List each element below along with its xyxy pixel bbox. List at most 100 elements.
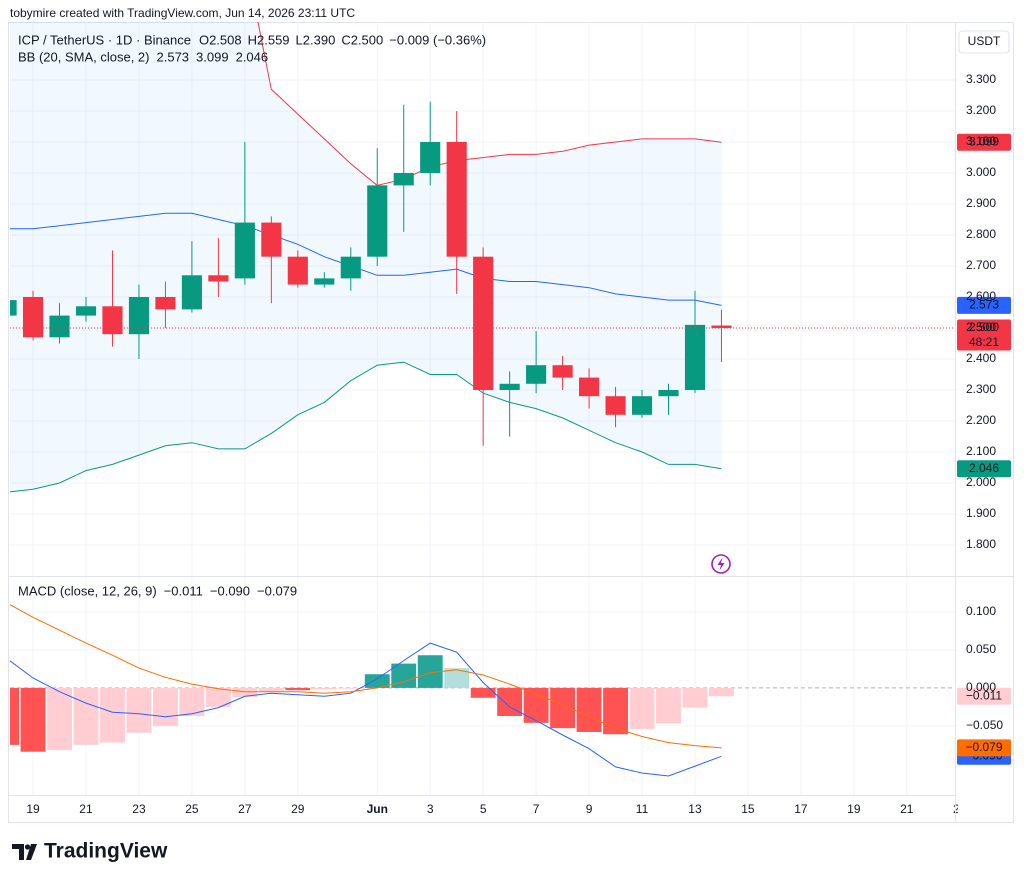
- histogram-bar: [523, 687, 549, 723]
- countdown: 48:21: [969, 335, 999, 349]
- candle-body: [340, 256, 361, 279]
- histogram-bar: [10, 687, 20, 745]
- candle-body: [367, 185, 388, 257]
- x-tick-label: 7: [533, 802, 540, 816]
- x-tick-label: 29: [291, 802, 305, 816]
- price-badge: [957, 296, 1011, 314]
- indicator-value: 3.099: [196, 49, 229, 64]
- histogram-bar: [205, 687, 231, 707]
- x-tick-label: 3: [427, 802, 434, 816]
- candle-body: [102, 306, 123, 335]
- y-tick-label: 2.200: [966, 413, 996, 427]
- price-badge: [957, 460, 1011, 478]
- y-tick-label: 3.200: [966, 103, 996, 117]
- candle-body: [684, 324, 706, 390]
- y-tick-label: 2.300: [966, 382, 996, 396]
- x-tick-label: Jun: [367, 802, 388, 816]
- price-badge-label: 2.046: [969, 461, 999, 475]
- legend-value: 2.390: [303, 32, 336, 47]
- bollinger-band: [257, 22, 722, 186]
- legend-value: 2.508: [209, 32, 242, 47]
- y-tick-label: 2.600: [966, 289, 996, 303]
- histogram-bar: [709, 687, 734, 697]
- histogram-bar: [338, 687, 364, 689]
- x-tick-label: 19: [26, 802, 40, 816]
- candle-body: [22, 296, 44, 338]
- histogram-bar: [152, 687, 178, 726]
- legend-key: H: [248, 32, 257, 47]
- x-tick-label: 19: [847, 802, 861, 816]
- candle-body: [234, 222, 255, 279]
- histogram-bar: [73, 687, 99, 745]
- candle-body: [393, 172, 414, 186]
- candle-body: [499, 383, 520, 390]
- histogram-bar: [20, 687, 46, 752]
- candle-body: [420, 141, 441, 173]
- x-tick-label: 13: [688, 802, 702, 816]
- macd-pane: [10, 577, 955, 795]
- indicator-value: −0.079: [257, 583, 297, 598]
- x-tick-label: 27: [238, 802, 252, 816]
- price-badge-label: 2.500: [969, 320, 999, 334]
- legend-value: 2.500: [351, 32, 384, 47]
- y-tick-label: 2.100: [966, 444, 996, 458]
- price-badge: [957, 319, 1011, 351]
- bollinger-band: [10, 361, 722, 493]
- indicator-value: −0.090: [210, 583, 250, 598]
- price-badge-label: −0.011: [966, 688, 1002, 702]
- legend-title: ICP / TetherUS · 1D · Binance: [18, 32, 191, 47]
- candle-body: [49, 315, 70, 338]
- y-tick-label: 2.900: [966, 196, 996, 210]
- price-badge: [957, 687, 1011, 705]
- x-tick-label: 9: [586, 802, 593, 816]
- candle-body: [181, 275, 202, 310]
- candle-body: [526, 365, 547, 384]
- candle-body: [473, 256, 494, 390]
- x-tick-label: 25: [185, 802, 199, 816]
- candle-body: [711, 325, 732, 328]
- macd-line: [10, 642, 722, 777]
- histogram-bar: [364, 674, 390, 688]
- candle-body: [631, 396, 653, 415]
- x-tick-label: 21: [79, 802, 93, 816]
- brand: TradingView: [44, 840, 168, 863]
- indicator-value: 2.573: [157, 49, 190, 64]
- histogram-bar: [603, 687, 628, 735]
- histogram-bar: [470, 687, 496, 698]
- frame: [8, 22, 1014, 823]
- x-tick-label: 5: [480, 802, 487, 816]
- y-tick-label: 1.800: [966, 537, 996, 551]
- candle-body: [314, 278, 335, 285]
- overlay: 2.5733.0992.0462.50048:21−0.011−0.090−0.…: [18, 30, 1011, 765]
- y-tick-label: 2.800: [966, 227, 996, 241]
- candle-body: [287, 256, 308, 285]
- y-tick-label: 0.000: [966, 680, 996, 694]
- credit: tobymire created with TradingView.com, J…: [10, 6, 355, 20]
- x-axis: 192123252729Jun357911131517192123: [26, 802, 958, 816]
- candle-body: [75, 306, 97, 316]
- candle-body: [208, 275, 229, 282]
- price-badge-label: 3.099: [969, 134, 999, 148]
- histogram-bar: [100, 687, 125, 743]
- histogram-bar: [444, 668, 470, 688]
- candle-body: [261, 222, 282, 257]
- y-tick-label: 2.500: [966, 320, 996, 334]
- candle-body: [446, 141, 467, 257]
- histogram-bar: [576, 687, 602, 732]
- bollinger-band: [10, 212, 722, 306]
- y-tick-label: 3.000: [966, 165, 996, 179]
- candle-body: [10, 300, 17, 316]
- y-tick-label: 2.700: [966, 258, 996, 272]
- price-badge: [957, 739, 1011, 757]
- legend-value: 2.559: [257, 32, 290, 47]
- histogram-bar: [285, 687, 311, 691]
- indicator-value: −0.011: [164, 583, 203, 598]
- histogram-bar: [656, 687, 681, 724]
- y-tick-label: 0.100: [966, 604, 996, 618]
- histogram-bar: [311, 687, 337, 690]
- y-tick-label: 3.100: [966, 134, 996, 148]
- candle-body: [552, 365, 573, 378]
- alert-icon[interactable]: [711, 554, 731, 574]
